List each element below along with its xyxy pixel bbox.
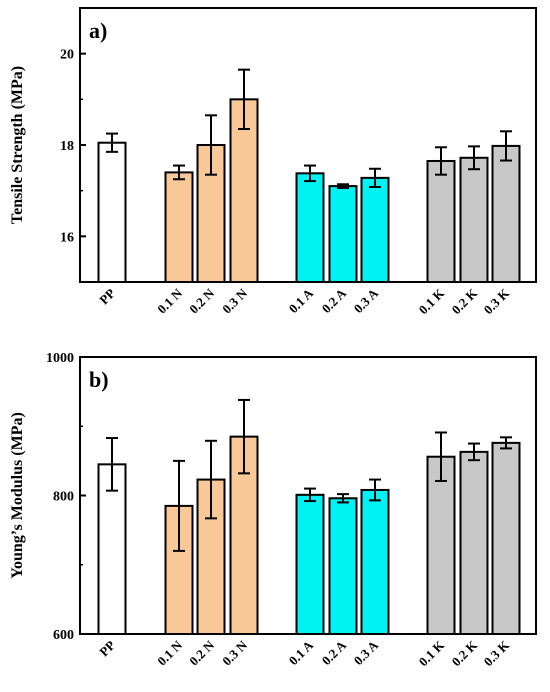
bar	[328, 185, 358, 284]
bar	[426, 455, 456, 635]
x-tick-label: 0.3 N	[219, 285, 250, 316]
bar	[328, 497, 358, 635]
x-tick-label: 0.3 K	[481, 285, 513, 317]
x-tick-label: 0.2 N	[186, 637, 217, 668]
bar	[97, 463, 127, 635]
x-tick-label: 0.3 A	[351, 637, 382, 668]
x-tick-label: 0.2 A	[319, 285, 350, 316]
bar	[295, 172, 325, 284]
x-tick-label: 0.1 A	[286, 285, 317, 316]
bar	[295, 493, 325, 635]
x-tick-label: PP	[96, 285, 118, 307]
panel-label: a)	[89, 18, 107, 43]
chart-panel-1: 16 18 20 PP 0.1 N 0.2 N 0.3 N 0.1 A 0.2 A 0.3 A 0.…	[9, 7, 537, 317]
bar	[459, 156, 489, 283]
y-tick-label: 16	[60, 230, 74, 245]
bar	[97, 141, 127, 283]
x-tick-label: 0.2 K	[449, 285, 481, 317]
y-tick-label: 20	[60, 48, 74, 63]
bar	[491, 144, 521, 283]
x-tick-label: 0.2 K	[449, 637, 481, 669]
y-tick-label: 18	[60, 139, 74, 154]
x-tick-label: 0.1 N	[154, 285, 185, 316]
bar	[491, 441, 521, 635]
y-axis-title: Tensile Strength (MPa)	[9, 66, 26, 224]
x-tick-label: 0.1 K	[416, 637, 448, 669]
x-tick-label: 0.1 K	[416, 285, 448, 317]
x-tick-label: PP	[96, 637, 118, 659]
x-tick-label: 0.3 K	[481, 637, 513, 669]
y-tick-label: 1000	[46, 351, 74, 366]
bar	[426, 159, 456, 284]
x-tick-label: 0.3 A	[351, 285, 382, 316]
x-tick-label: 0.2 A	[319, 637, 350, 668]
x-tick-label: 0.2 N	[186, 285, 217, 316]
y-axis-title: Young’s Modulus (MPa)	[9, 412, 26, 579]
panel-label: b)	[89, 367, 109, 392]
bar	[360, 176, 390, 284]
x-tick-label: 0.1 A	[286, 637, 317, 668]
y-tick-label: 800	[53, 490, 74, 505]
bar	[360, 488, 390, 635]
x-tick-label: 0.1 N	[154, 637, 185, 668]
x-tick-label: 0.3 N	[219, 637, 250, 668]
bar	[459, 450, 489, 635]
bar	[164, 171, 194, 283]
y-tick-label: 600	[53, 628, 74, 643]
